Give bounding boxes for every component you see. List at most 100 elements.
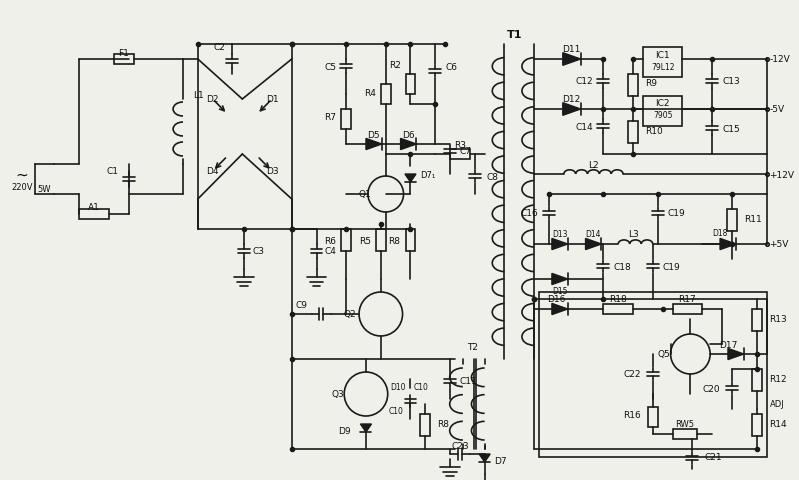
Text: +5V: +5V [769, 240, 789, 249]
Bar [113, 55, 133, 65]
Bar [752, 309, 761, 331]
Polygon shape [405, 175, 416, 182]
Text: R10: R10 [645, 127, 662, 136]
Text: C1: C1 [107, 167, 119, 176]
Polygon shape [562, 54, 581, 66]
Text: D7: D7 [495, 456, 507, 466]
Bar [420, 414, 430, 436]
Text: +12V: +12V [769, 170, 794, 179]
Bar [341, 229, 351, 252]
Polygon shape [720, 239, 736, 250]
Bar [79, 210, 109, 219]
Text: D2: D2 [206, 96, 219, 104]
Text: A1: A1 [88, 203, 100, 212]
Text: D10: D10 [391, 383, 406, 392]
Bar [673, 304, 702, 314]
Text: L1: L1 [193, 90, 204, 99]
Text: D15: D15 [552, 287, 567, 296]
Text: C12: C12 [576, 77, 594, 86]
Text: R5: R5 [359, 237, 371, 246]
Bar [648, 407, 658, 427]
Text: C19: C19 [662, 263, 681, 272]
Text: 7905: 7905 [653, 110, 673, 119]
Polygon shape [562, 104, 581, 116]
Text: Q3: Q3 [332, 390, 344, 399]
Text: C9: C9 [296, 300, 308, 309]
Text: R13: R13 [769, 315, 787, 324]
Text: D9: D9 [339, 427, 351, 435]
Bar [673, 429, 698, 439]
Text: R16: R16 [623, 411, 641, 420]
Polygon shape [366, 139, 382, 150]
Text: C16: C16 [520, 209, 538, 218]
Text: 79L12: 79L12 [651, 62, 674, 72]
Text: 220V: 220V [11, 182, 33, 191]
Bar [752, 414, 761, 436]
Bar [727, 210, 737, 231]
Text: Q5: Q5 [658, 350, 670, 359]
Text: RW5: RW5 [675, 420, 694, 429]
Bar [406, 75, 415, 95]
Text: D17: D17 [719, 340, 737, 349]
Bar [376, 229, 386, 252]
Text: L2: L2 [588, 160, 598, 169]
Text: C14: C14 [576, 123, 594, 132]
Text: Q1: Q1 [358, 190, 371, 199]
Text: C13: C13 [722, 77, 740, 86]
Polygon shape [728, 348, 744, 360]
Bar [450, 150, 470, 160]
Bar [539, 292, 766, 457]
Text: -12V: -12V [769, 55, 790, 64]
Text: D4: D4 [206, 167, 219, 176]
Text: D16: D16 [547, 295, 565, 304]
Text: D13: D13 [552, 230, 567, 239]
Text: R8: R8 [388, 237, 400, 246]
Text: C6: C6 [445, 63, 457, 72]
Text: R8: R8 [437, 420, 449, 429]
Bar [628, 75, 638, 97]
Text: R2: R2 [388, 60, 400, 69]
Polygon shape [586, 239, 602, 250]
Text: D14: D14 [586, 230, 601, 239]
Text: D12: D12 [562, 96, 581, 104]
Bar [341, 110, 351, 130]
Text: C15: C15 [722, 125, 740, 134]
Polygon shape [552, 274, 568, 285]
Text: R18: R18 [610, 295, 627, 304]
Text: C8: C8 [487, 173, 499, 182]
Text: C11: C11 [460, 377, 478, 386]
Polygon shape [400, 139, 416, 150]
Text: ADJ: ADJ [769, 400, 785, 408]
Text: R7: R7 [324, 113, 336, 122]
Bar [752, 369, 761, 391]
Text: D1: D1 [266, 96, 278, 104]
Bar [381, 85, 391, 105]
Text: C7: C7 [460, 147, 472, 156]
Text: C22: C22 [623, 370, 641, 379]
Text: C21: C21 [704, 453, 721, 462]
Bar [628, 122, 638, 144]
Text: C10: C10 [413, 383, 428, 392]
Text: T1: T1 [507, 30, 522, 40]
Text: D3: D3 [266, 167, 278, 176]
Text: 5W: 5W [38, 185, 51, 194]
Polygon shape [479, 454, 491, 462]
Text: C2: C2 [213, 42, 225, 51]
Text: ~: ~ [15, 167, 28, 182]
Text: C19: C19 [668, 209, 686, 218]
Text: R17: R17 [678, 295, 696, 304]
Text: R14: R14 [769, 420, 787, 429]
Polygon shape [552, 304, 568, 315]
Bar [406, 229, 415, 252]
Text: D7₁: D7₁ [420, 170, 435, 179]
Text: C10: C10 [388, 407, 403, 416]
Text: C23: C23 [451, 442, 469, 451]
Text: R3: R3 [454, 140, 466, 149]
Text: L3: L3 [628, 230, 638, 239]
Text: D5: D5 [368, 130, 380, 139]
Text: D11: D11 [562, 46, 581, 54]
Text: T2: T2 [467, 343, 479, 352]
Text: R6: R6 [324, 237, 336, 246]
Text: R4: R4 [364, 88, 376, 97]
Text: R12: R12 [769, 375, 787, 384]
